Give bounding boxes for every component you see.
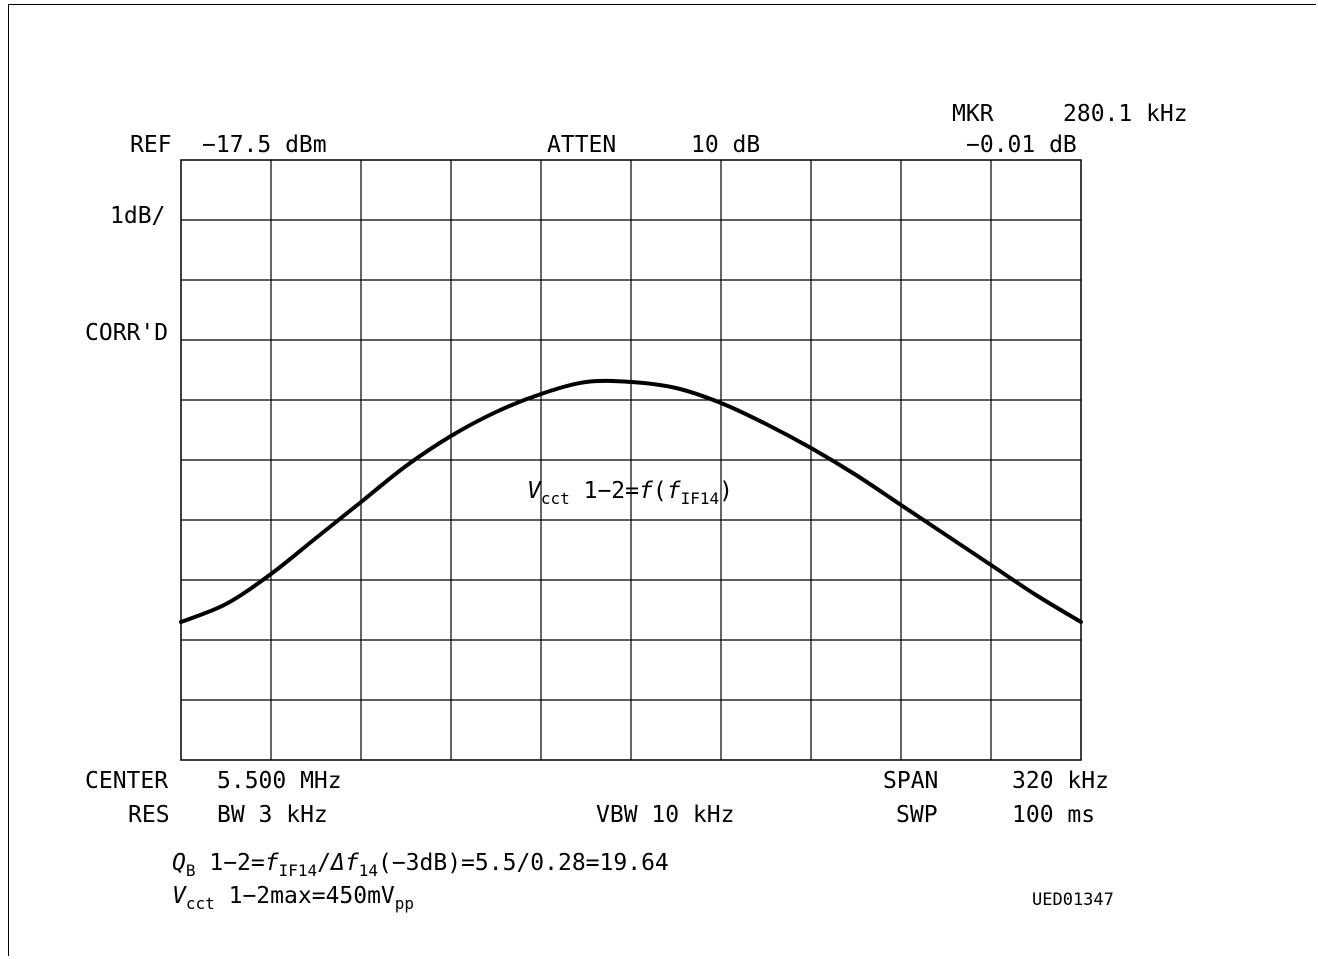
swp-label: SWP <box>896 802 938 828</box>
curve-label: Vcct 1−2=f(fIF14) <box>527 478 733 508</box>
res-label: RES <box>128 802 170 828</box>
atten-value: 10 dB <box>691 132 760 158</box>
span-label: SPAN <box>883 768 938 794</box>
center-label: CENTER <box>85 768 168 794</box>
mkr-label: MKR <box>952 101 994 127</box>
q-formula: QB 1−2=fIF14/Δf14(−3dB)=5.5/0.28=19.64 <box>172 850 669 880</box>
vbw-value: VBW 10 kHz <box>596 802 734 828</box>
ref-label: REF <box>130 132 172 158</box>
swp-value: 100 ms <box>1012 802 1095 828</box>
span-value: 320 kHz <box>1012 768 1109 794</box>
grid <box>181 160 1081 760</box>
figure-frame <box>8 4 1316 956</box>
res-bw-value: BW 3 kHz <box>217 802 328 828</box>
figure-code: UED01347 <box>1032 890 1114 910</box>
plot-border <box>180 159 1082 761</box>
v-formula: Vcct 1−2max=450mVpp <box>172 883 414 913</box>
corrected-label: CORR'D <box>85 320 168 346</box>
response-curve <box>179 378 1083 624</box>
center-value: 5.500 MHz <box>217 768 342 794</box>
scale-label: 1dB/ <box>110 203 165 229</box>
mkr-level: −0.01 dB <box>966 132 1077 158</box>
atten-label: ATTEN <box>547 132 616 158</box>
mkr-frequency: 280.1 kHz <box>1063 101 1188 127</box>
ref-value: −17.5 dBm <box>202 132 327 158</box>
